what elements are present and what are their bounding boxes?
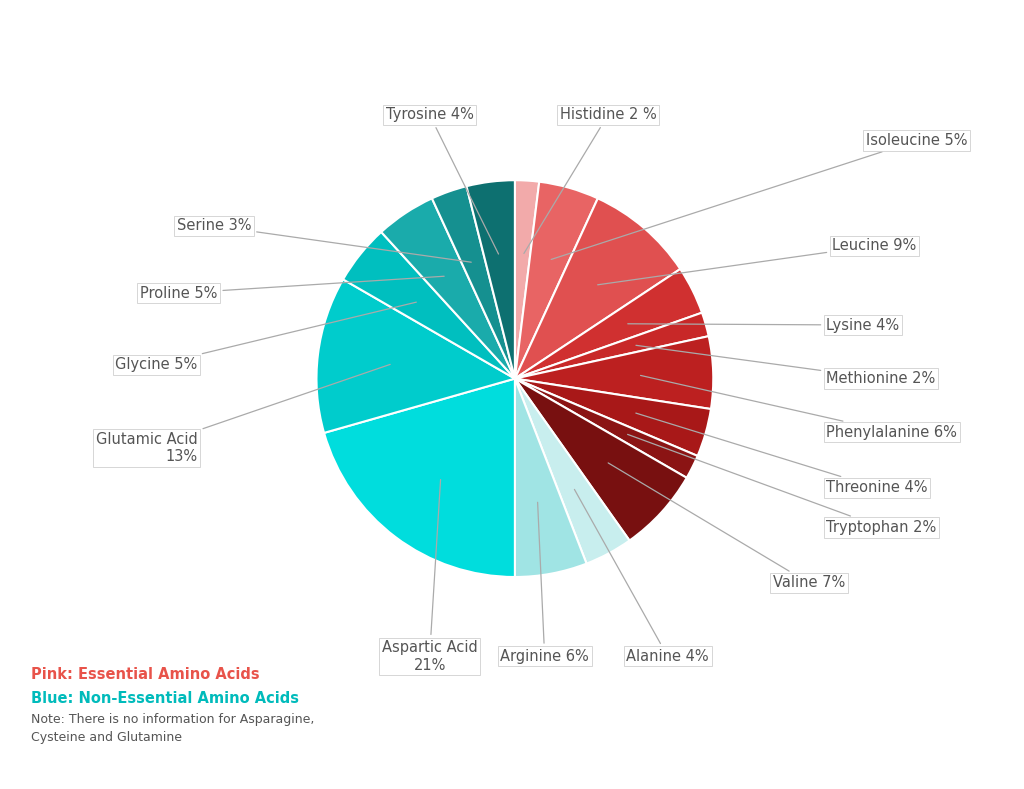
Wedge shape (515, 269, 702, 379)
Text: Note: There is no information for Asparagine,: Note: There is no information for Aspara… (31, 713, 314, 726)
Wedge shape (432, 186, 515, 379)
Wedge shape (343, 232, 515, 379)
Wedge shape (515, 312, 709, 379)
Text: Isoleucine 5%: Isoleucine 5% (551, 133, 968, 260)
Text: Aspartic Acid
21%: Aspartic Acid 21% (382, 480, 477, 672)
Wedge shape (515, 379, 697, 478)
Text: Threonine 4%: Threonine 4% (636, 413, 928, 495)
Wedge shape (515, 379, 630, 563)
Text: Leucine 9%: Leucine 9% (598, 238, 916, 285)
Text: Methionine 2%: Methionine 2% (636, 346, 936, 386)
Text: Valine 7%: Valine 7% (608, 463, 845, 590)
Text: Histidine 2 %: Histidine 2 % (524, 107, 656, 253)
Text: Proline 5%: Proline 5% (140, 276, 444, 301)
Text: Serine 3%: Serine 3% (176, 219, 471, 262)
Wedge shape (515, 336, 714, 409)
Text: Tryptophan 2%: Tryptophan 2% (628, 435, 937, 535)
Text: Arginine 6%: Arginine 6% (501, 503, 589, 664)
Text: Pink: Essential Amino Acids: Pink: Essential Amino Acids (31, 667, 259, 682)
Wedge shape (316, 279, 515, 433)
Wedge shape (381, 198, 515, 379)
Text: Glycine 5%: Glycine 5% (115, 302, 417, 372)
Wedge shape (515, 379, 587, 577)
Wedge shape (515, 379, 711, 456)
Text: Phenylalanine 6%: Phenylalanine 6% (641, 376, 957, 439)
Text: Cysteine and Glutamine: Cysteine and Glutamine (31, 731, 181, 744)
Wedge shape (324, 379, 515, 577)
Text: Blue: Non-Essential Amino Acids: Blue: Non-Essential Amino Acids (31, 690, 299, 706)
Text: Lysine 4%: Lysine 4% (628, 317, 899, 332)
Text: Tyrosine 4%: Tyrosine 4% (386, 107, 499, 254)
Wedge shape (515, 181, 598, 379)
Wedge shape (515, 180, 540, 379)
Wedge shape (515, 198, 680, 379)
Wedge shape (467, 180, 515, 379)
Text: Alanine 4%: Alanine 4% (574, 489, 709, 664)
Wedge shape (515, 379, 687, 540)
Text: Glutamic Acid
13%: Glutamic Acid 13% (95, 365, 390, 464)
